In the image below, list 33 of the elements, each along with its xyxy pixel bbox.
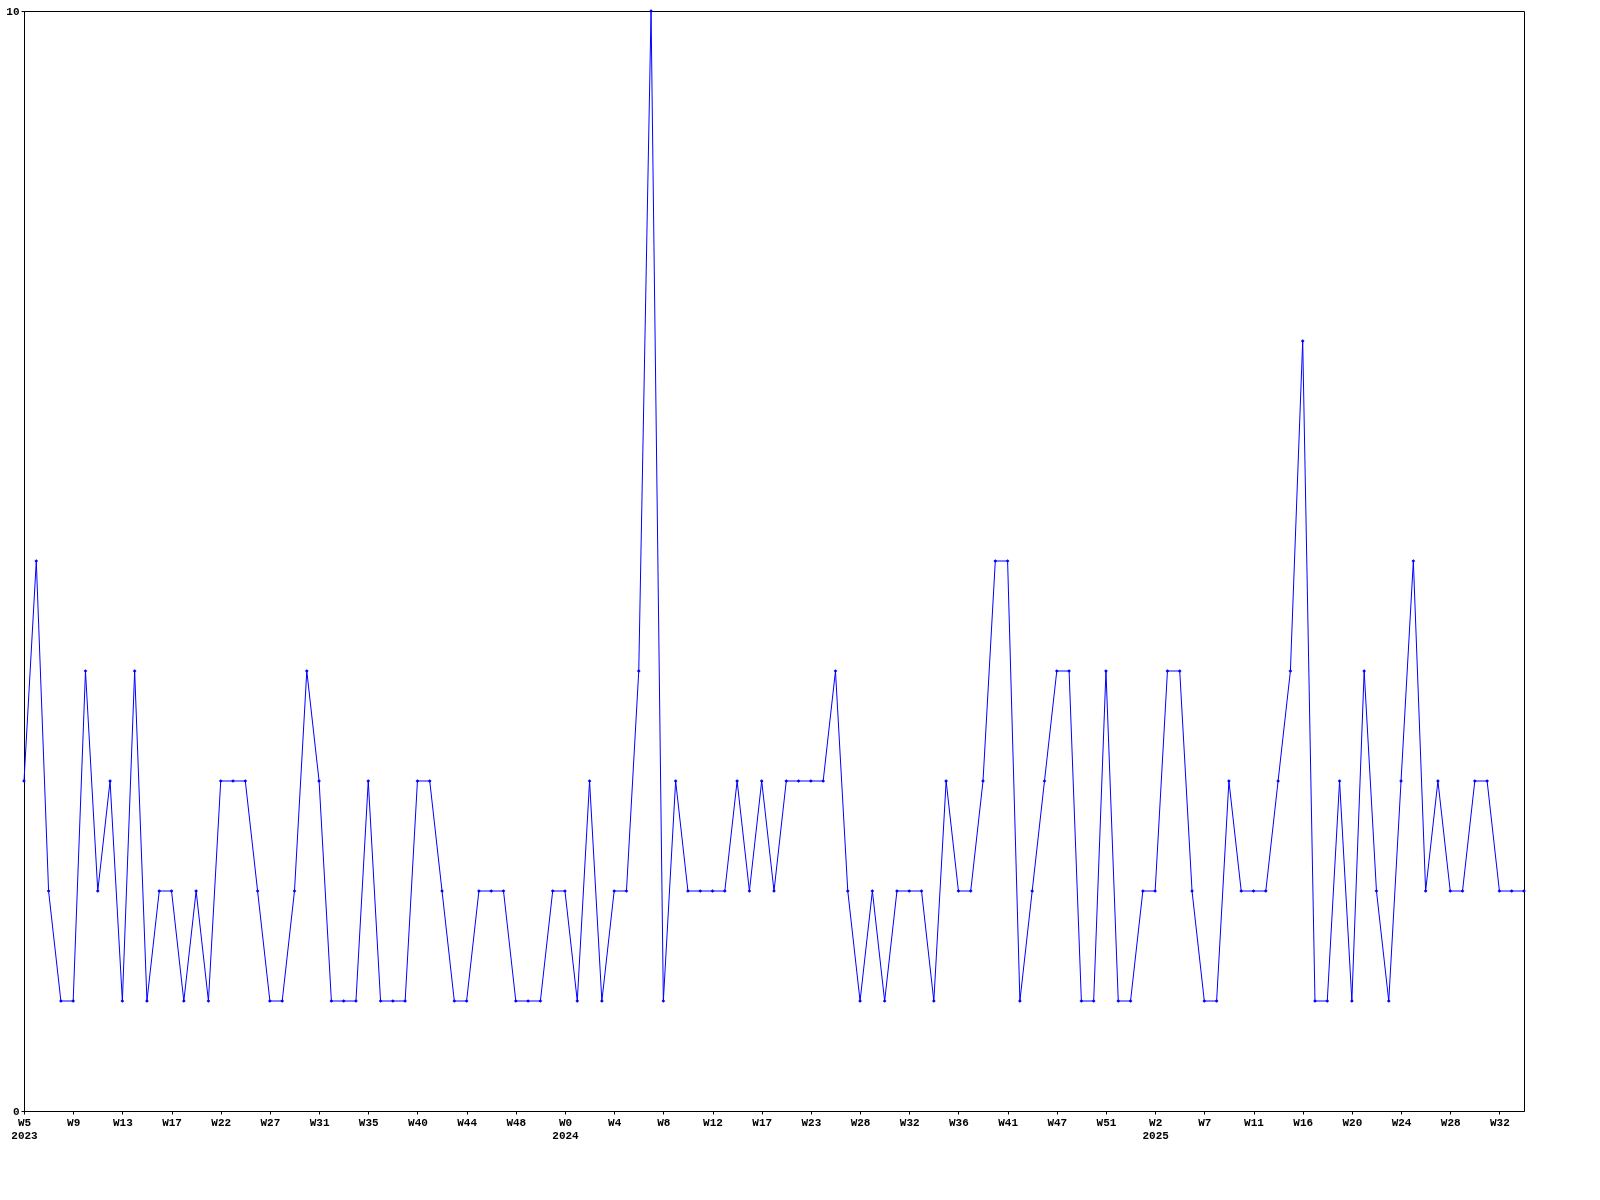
x-tick-label: W13 [112, 1116, 134, 1129]
x-tick-label: W27 [260, 1116, 281, 1129]
x-tick-label: W8 [657, 1116, 671, 1129]
x-tick-label: W36 [949, 1116, 969, 1129]
x-tick-label: W4 [608, 1116, 622, 1129]
x-tick-label: W22 [211, 1116, 232, 1129]
x-tick-label: W5 2023 [11, 1116, 39, 1142]
x-tick-label: W0 2024 [552, 1116, 580, 1142]
x-tick-label: W32 [899, 1116, 920, 1129]
x-tick-label: W31 [309, 1116, 330, 1129]
x-tick-label: W48 [506, 1116, 527, 1129]
x-tick-label: W9 [67, 1116, 81, 1129]
x-tick-label: W2 2025 [1142, 1116, 1170, 1142]
x-tick-label: W44 [457, 1116, 478, 1129]
x-tick-label: W51 [1096, 1116, 1117, 1129]
x-tick-label: W40 [408, 1116, 428, 1129]
x-tick-label: W16 [1293, 1116, 1314, 1129]
x-tick-label: W28 [850, 1116, 871, 1129]
x-tick-label: W24 [1391, 1116, 1412, 1129]
x-tick-label: W47 [1047, 1116, 1068, 1129]
x-tick-label: W35 [358, 1116, 380, 1129]
x-tick-label: W7 [1198, 1116, 1212, 1129]
x-tick-label: W23 [801, 1116, 822, 1129]
x-tick-label: W20 [1342, 1116, 1363, 1129]
x-tick-label: W28 [1440, 1116, 1462, 1129]
x-tick-label: W32 [1490, 1116, 1510, 1129]
x-tick-label: W11 [1244, 1116, 1265, 1129]
x-tick-label: W17 [752, 1116, 773, 1129]
y-tick-label: 0 [12, 1105, 20, 1118]
x-tick-label: W12 [703, 1116, 723, 1129]
y-tick-label: 10 [6, 5, 20, 18]
x-tick-label: W41 [998, 1116, 1019, 1129]
x-tick-label: W17 [162, 1116, 182, 1129]
